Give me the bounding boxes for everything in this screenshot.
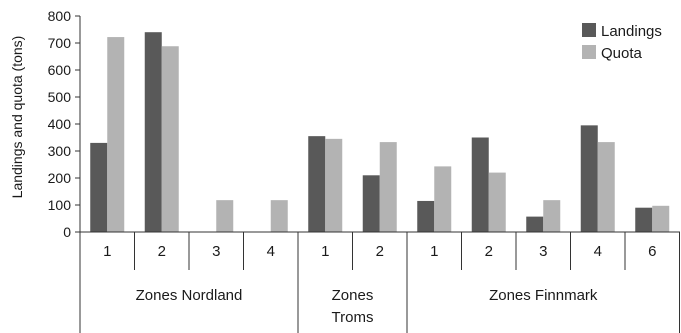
legend-swatch-landings <box>582 23 596 37</box>
bar-quota <box>270 200 288 232</box>
group-label: Zones Finnmark <box>489 287 598 304</box>
bar-quota <box>488 172 506 232</box>
bars <box>90 32 670 233</box>
x-tick-label: 2 <box>485 243 493 260</box>
legend: Landings Quota <box>582 23 662 62</box>
group-label: Zones Nordland <box>136 287 243 304</box>
bar-quota <box>107 37 125 233</box>
bar-landings <box>362 175 380 232</box>
x-tick-label: 1 <box>430 243 438 260</box>
x-tick-label: 4 <box>594 243 602 260</box>
bar-quota <box>652 205 670 232</box>
group-label: Zones Troms <box>332 287 374 326</box>
y-axis-label: Landings and quota (tons) <box>9 36 25 199</box>
y-axis: 0 100 200 300 400 500 600 700 800 <box>48 8 81 240</box>
x-tick-label: 1 <box>321 243 329 260</box>
bar-quota <box>379 142 397 232</box>
y-tick-label: 300 <box>48 143 72 159</box>
bar-landings <box>417 200 435 232</box>
bar-quota <box>161 46 179 232</box>
x-tick-label: 3 <box>539 243 547 260</box>
bar-quota <box>597 142 615 232</box>
x-tick-label: 6 <box>648 243 656 260</box>
x-axis: 1 2 3 4 1 2 1 2 3 4 6 Zones Nordland Zones Troms Zones… <box>79 231 680 333</box>
y-tick-label: 800 <box>48 8 72 24</box>
y-tick-label: 100 <box>48 197 72 213</box>
bar-landings <box>90 142 108 232</box>
y-tick-label: 200 <box>48 170 72 186</box>
x-tick-label: 1 <box>103 243 111 260</box>
bar-landings <box>308 136 326 232</box>
bar-quota <box>434 166 452 232</box>
y-tick-label: 400 <box>48 116 72 132</box>
bar-quota <box>216 200 234 232</box>
bar-landings <box>144 32 162 233</box>
legend-label: Landings <box>601 23 662 40</box>
bar-landings <box>580 125 598 232</box>
y-tick-label: 500 <box>48 89 72 105</box>
y-tick-label: 700 <box>48 35 72 51</box>
bar-quota <box>325 138 343 232</box>
x-tick-label: 2 <box>158 243 166 260</box>
bar-landings <box>635 207 653 232</box>
legend-label: Quota <box>601 45 643 62</box>
bar-landings <box>471 137 489 232</box>
y-tick-label: 0 <box>63 224 71 240</box>
x-tick-label: 4 <box>267 243 275 260</box>
x-tick-label: 2 <box>376 243 384 260</box>
y-tick-label: 600 <box>48 62 72 78</box>
legend-swatch-quota <box>582 45 596 59</box>
x-tick-label: 3 <box>212 243 220 260</box>
bar-quota <box>543 200 561 232</box>
bar-landings <box>526 216 544 232</box>
